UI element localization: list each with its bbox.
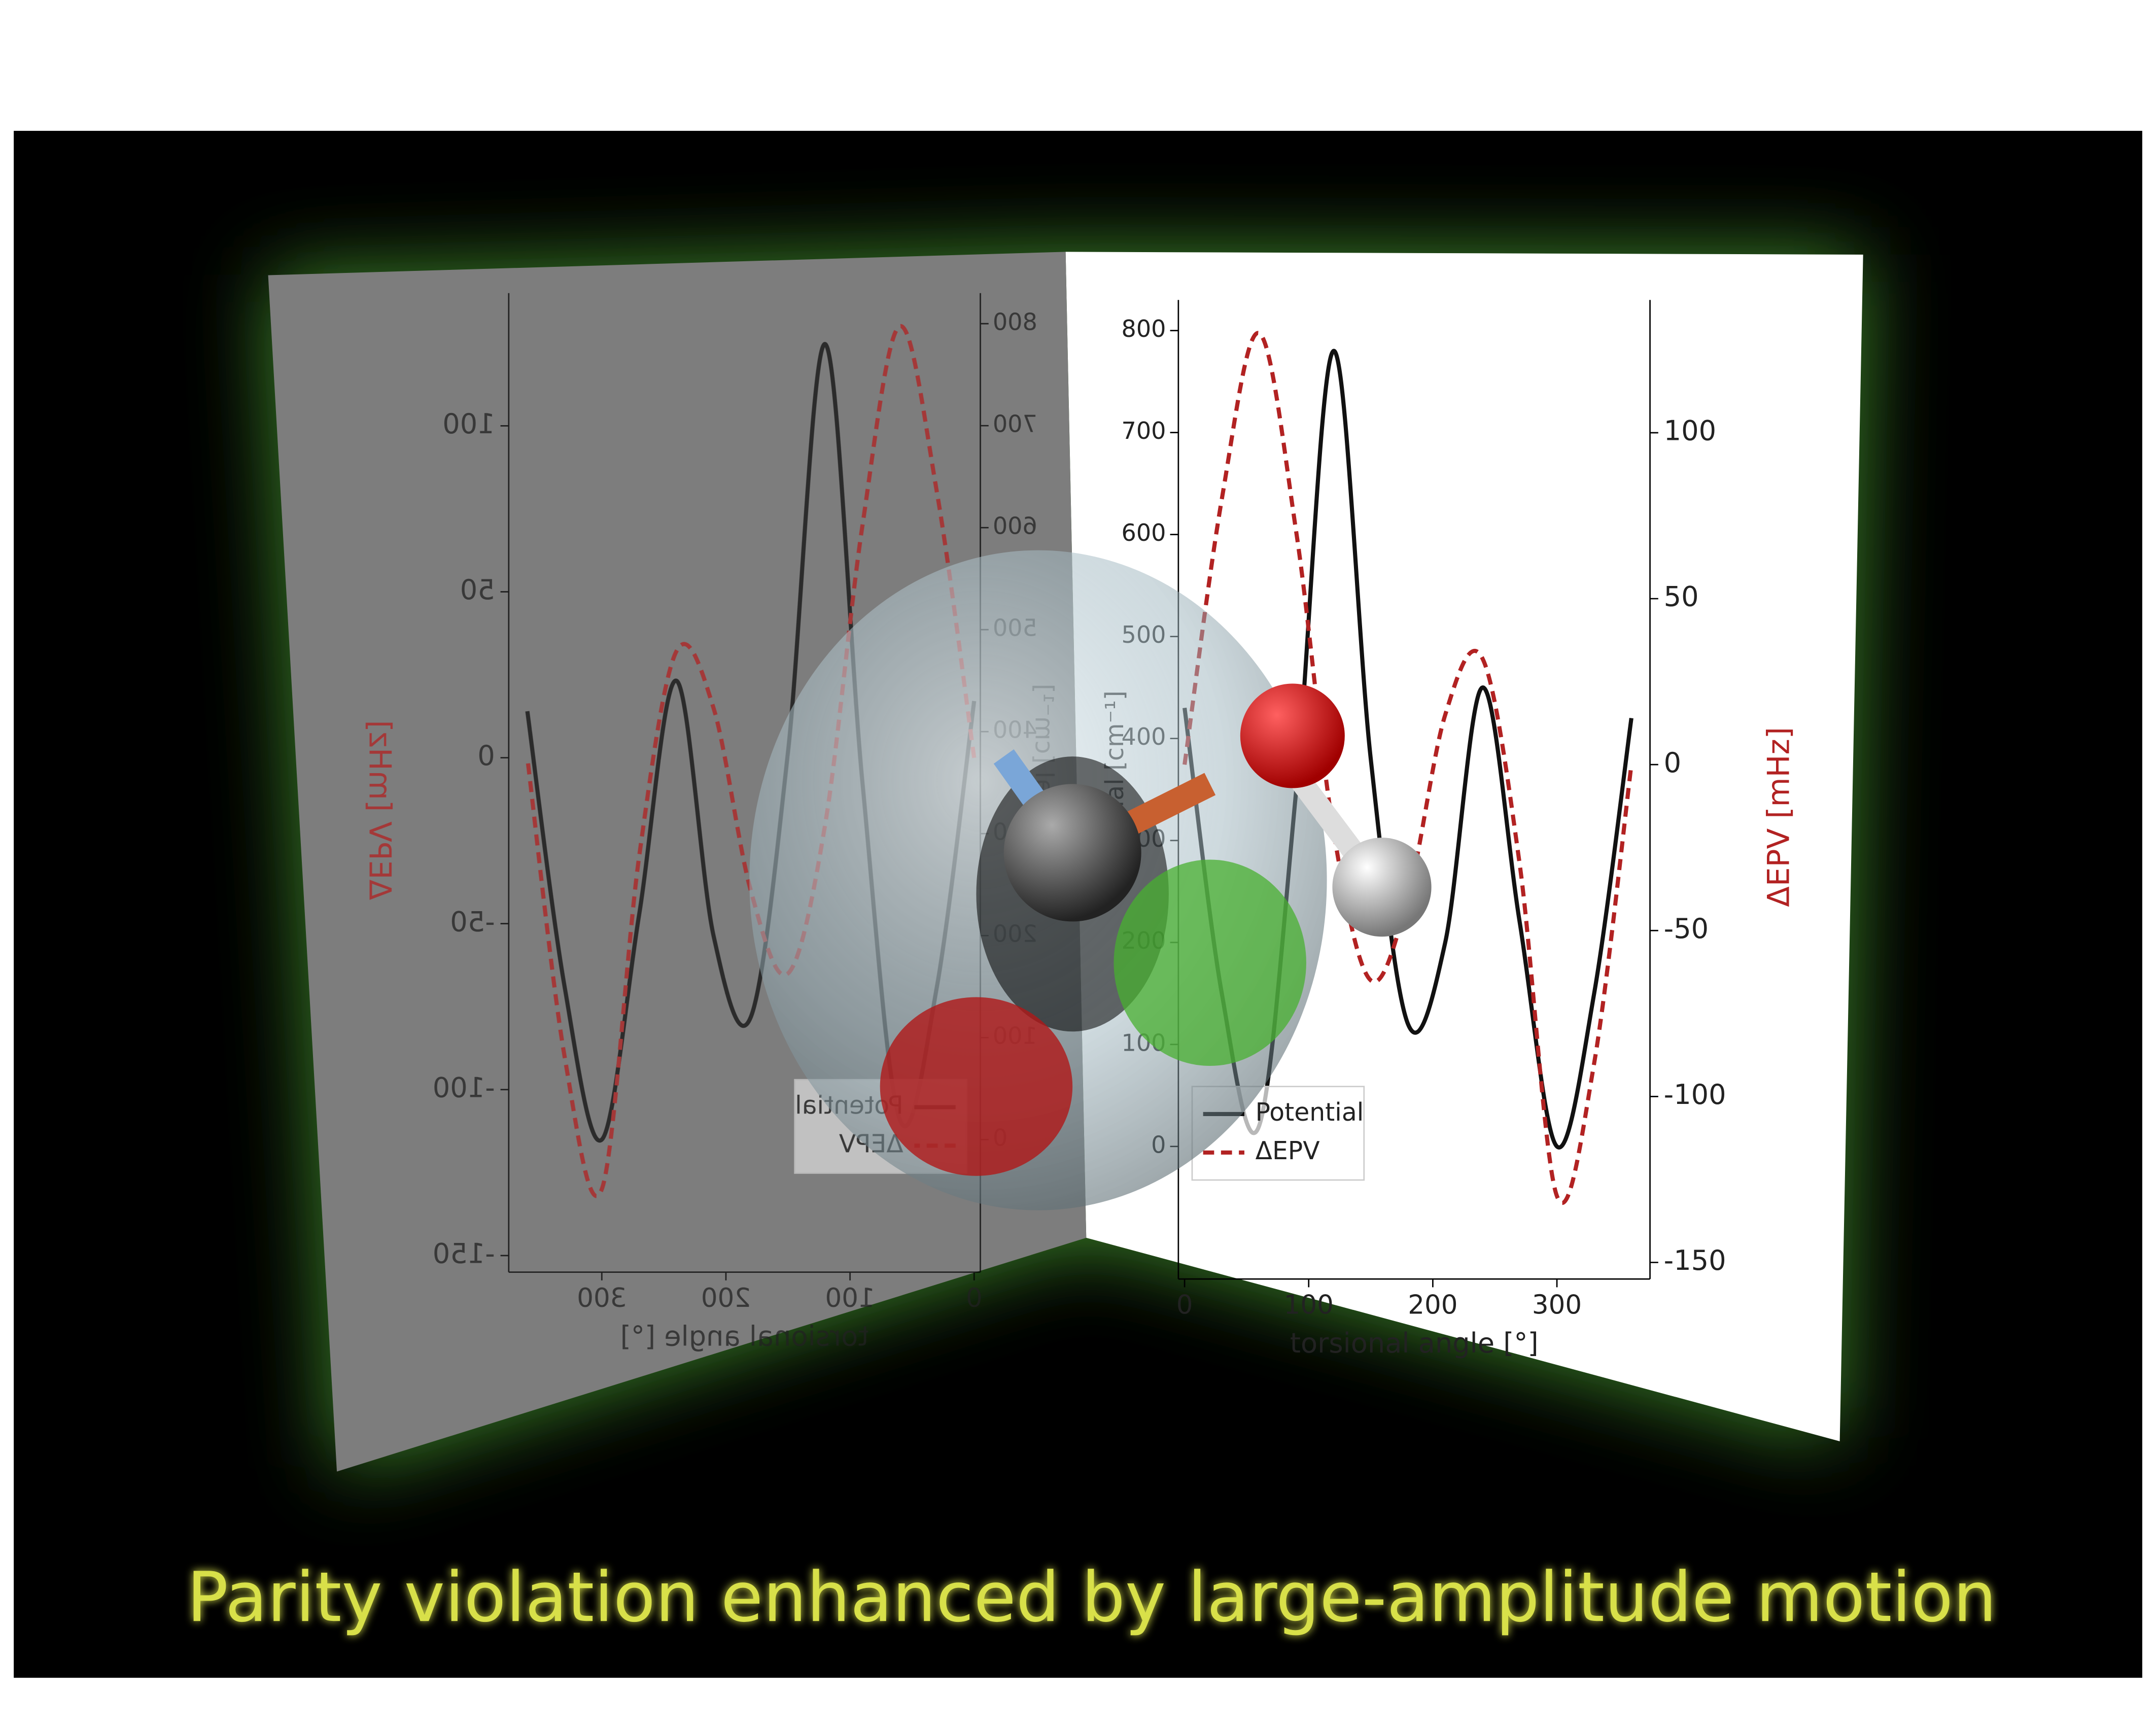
y2-tick-label: 0 <box>1664 747 1681 779</box>
y2-tick-label: -50 <box>1664 913 1709 945</box>
x-tick-label: 0 <box>1176 1290 1193 1320</box>
x-tick-label: 300 <box>577 1283 627 1313</box>
y2-tick-label: 100 <box>442 408 495 440</box>
x-tick-label: 300 <box>1532 1290 1582 1320</box>
x-tick-label: 0 <box>966 1283 983 1313</box>
y2-tick-label: -150 <box>1664 1244 1726 1276</box>
y2-tick-label: -100 <box>1664 1079 1726 1111</box>
y-tick-label: 700 <box>993 410 1037 438</box>
x-axis-label: torsional angle [°] <box>1290 1327 1539 1359</box>
series-line <box>525 324 977 1198</box>
x-tick-label: 200 <box>701 1283 751 1313</box>
molecule <box>749 550 1432 1210</box>
y-tick-label: 800 <box>1122 315 1166 342</box>
y2-tick-label: -50 <box>450 906 495 938</box>
legend-label: Potential <box>1256 1098 1364 1127</box>
lobe-red <box>880 997 1073 1176</box>
y2-axis-label: ΔEPV [mHz] <box>1762 727 1797 907</box>
y2-tick-label: -150 <box>433 1238 495 1270</box>
atom-c <box>1003 784 1141 922</box>
y2-tick-label: 50 <box>1664 581 1699 613</box>
series-line <box>1183 331 1633 1205</box>
atom-h <box>1332 838 1432 937</box>
x-tick-label: 100 <box>1284 1290 1334 1320</box>
y-tick-label: 600 <box>993 512 1037 540</box>
atom-o <box>1240 683 1345 788</box>
y-tick-label: 600 <box>1122 519 1166 546</box>
x-axis-label: torsional angle [°] <box>620 1320 869 1352</box>
y-tick-label: 700 <box>1122 417 1166 444</box>
y2-tick-label: 100 <box>1664 415 1716 447</box>
y2-tick-label: 50 <box>460 574 495 606</box>
y2-tick-label: 0 <box>477 740 495 772</box>
legend-label: ΔEPV <box>1256 1136 1320 1165</box>
x-tick-label: 100 <box>825 1283 875 1313</box>
y2-axis-label: ΔEPV [mHz] <box>362 720 397 900</box>
y2-tick-label: -100 <box>433 1071 495 1103</box>
x-tick-label: 200 <box>1408 1290 1457 1320</box>
y-tick-label: 800 <box>993 308 1037 336</box>
title: Parity violation enhanced by large-ampli… <box>187 1557 1997 1637</box>
lobe-green <box>1114 859 1306 1066</box>
